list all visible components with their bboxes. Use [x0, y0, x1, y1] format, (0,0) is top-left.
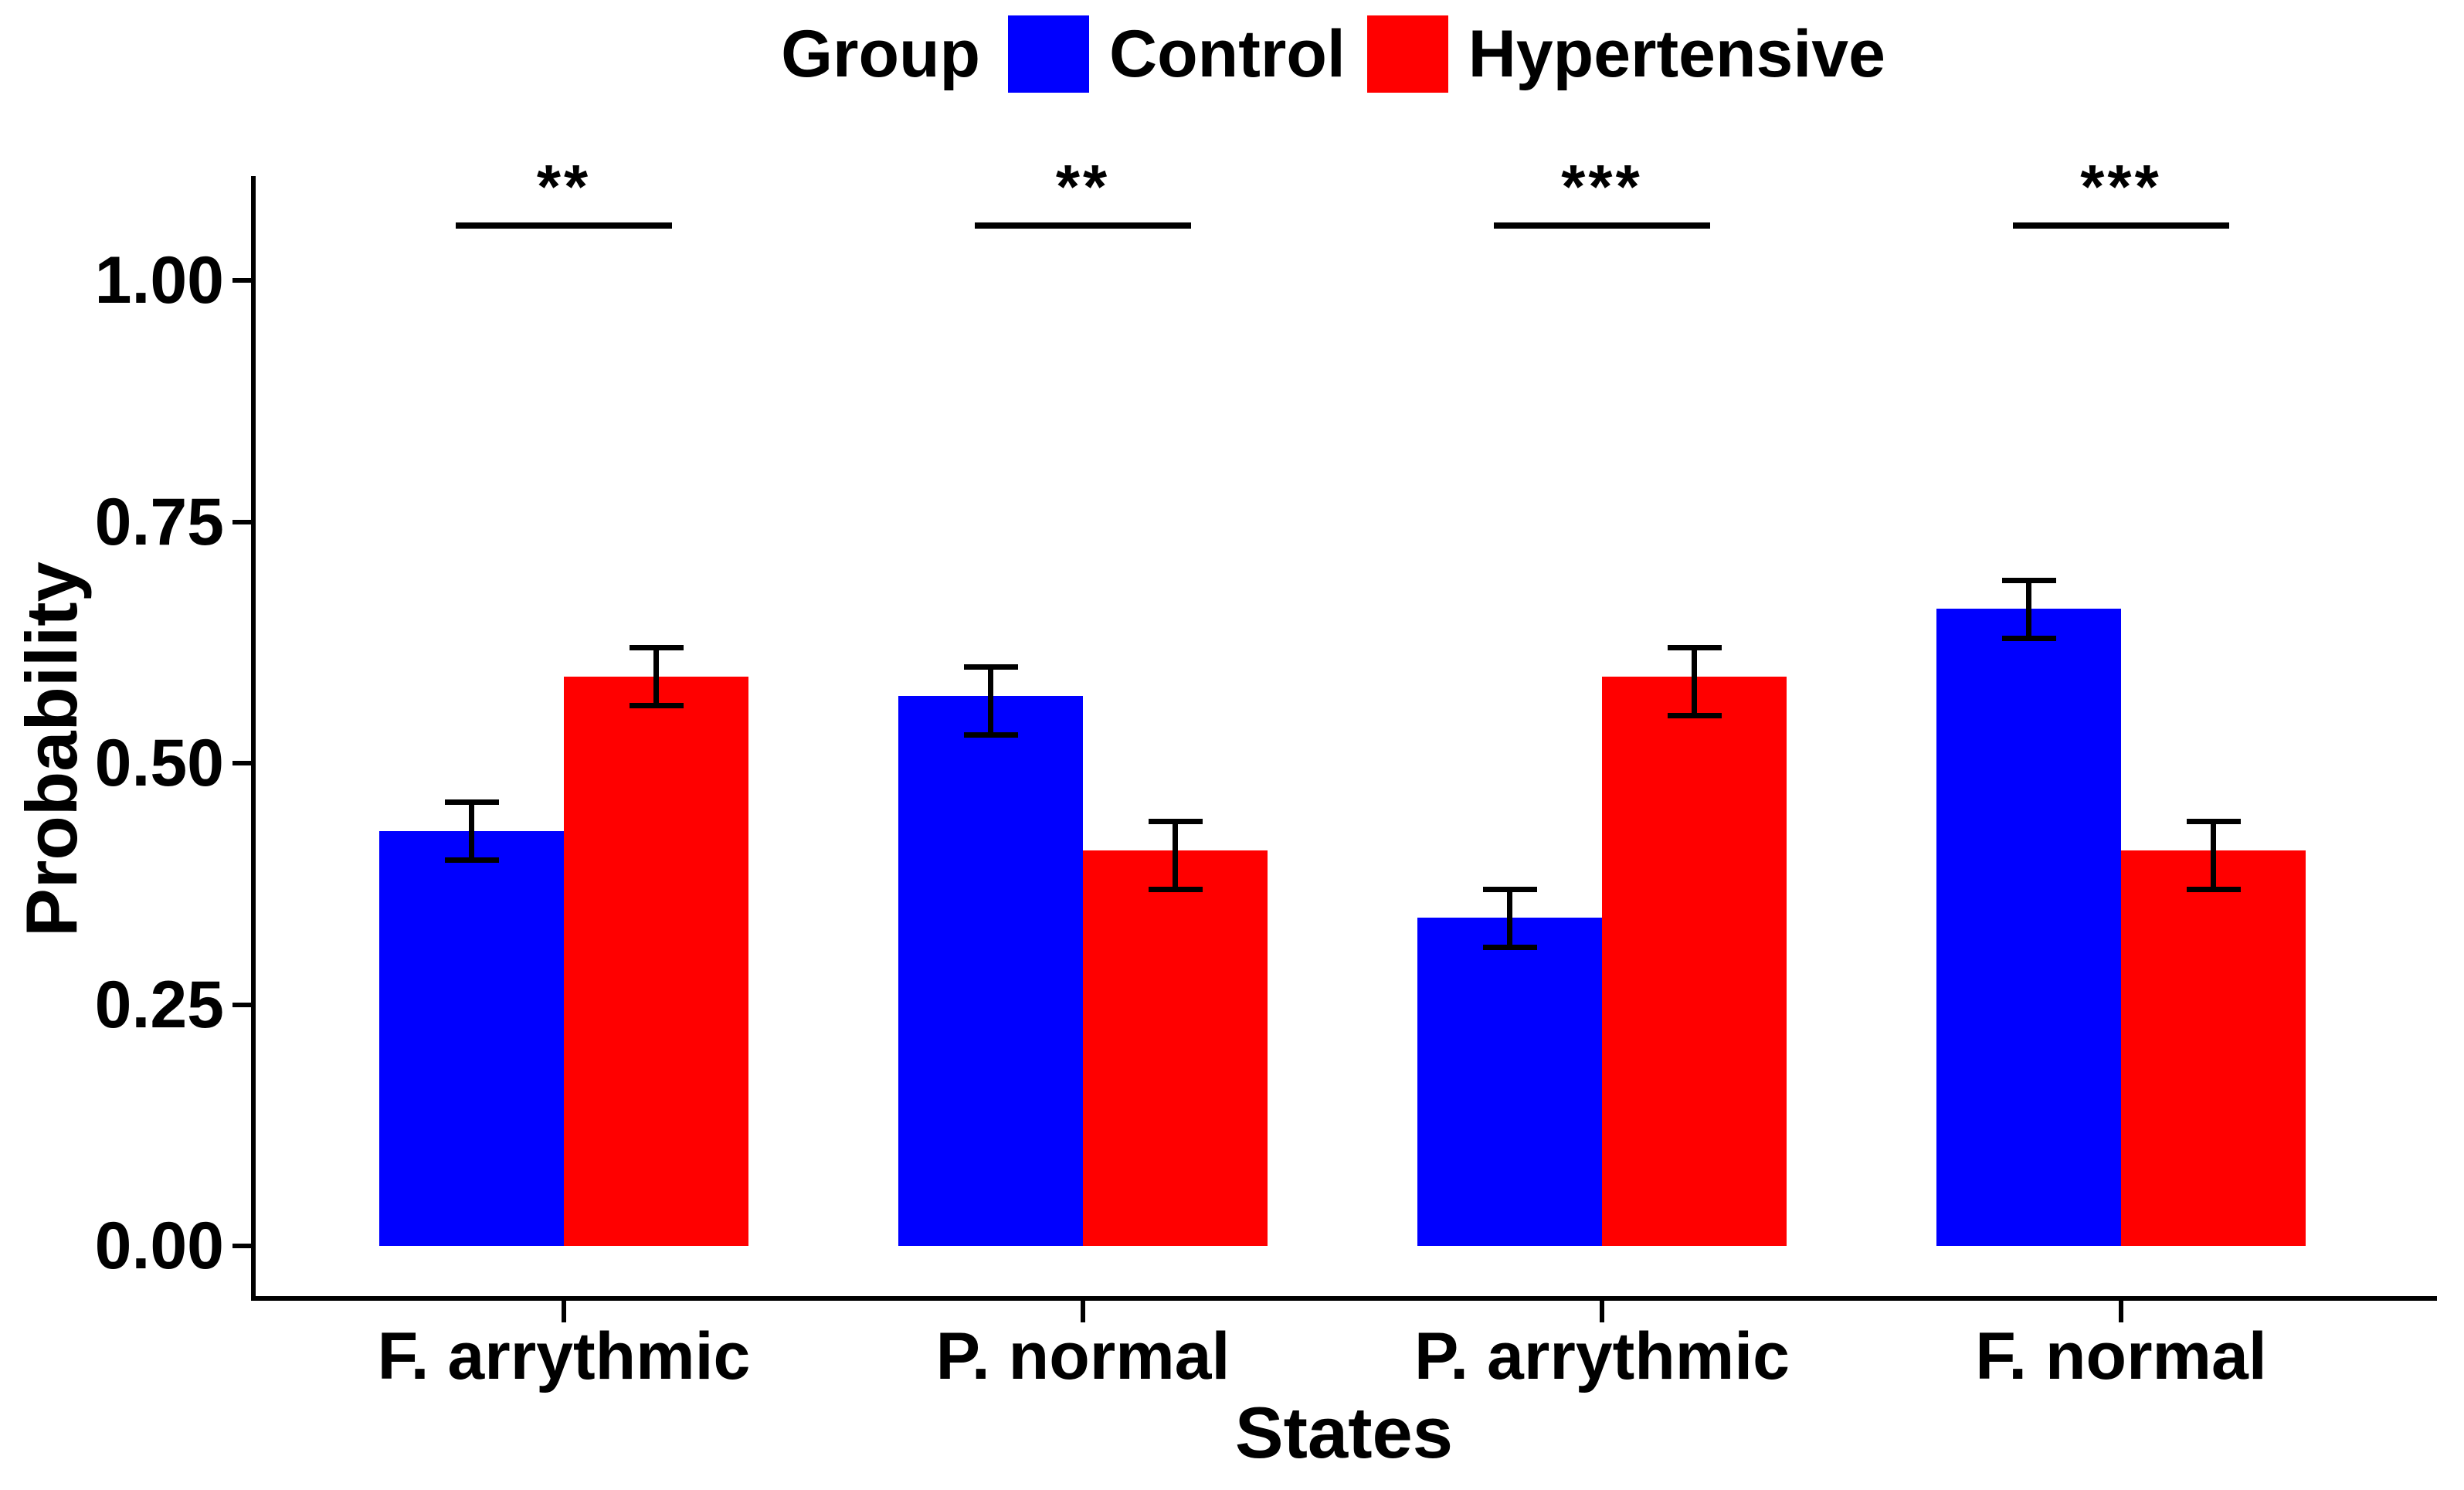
x-tick-mark	[562, 1301, 566, 1322]
x-tick-mark	[2119, 1301, 2123, 1322]
x-tick-mark	[1081, 1301, 1085, 1322]
x-axis-title: States	[1234, 1392, 1454, 1473]
y-tick-mark	[232, 519, 251, 524]
bar-control-2	[898, 695, 1083, 1246]
significance-stars: ***	[2080, 152, 2162, 221]
legend-entry-control: Control	[1008, 15, 1346, 93]
y-tick-label: 0.50	[94, 726, 224, 800]
significance-stars: **	[536, 152, 592, 221]
bar-hypertensive-3	[1602, 676, 1787, 1246]
error-bar-stem	[1692, 647, 1697, 715]
error-bar-cap-top	[444, 799, 499, 805]
x-tick-mark	[1600, 1301, 1604, 1322]
error-bar-stem	[2026, 579, 2031, 638]
legend-label-control: Control	[1109, 16, 1346, 91]
error-bar-cap-bottom	[629, 703, 684, 708]
error-bar-cap-top	[2001, 577, 2056, 583]
y-axis-line	[251, 176, 256, 1301]
error-bar-stem	[653, 647, 659, 705]
error-bar-cap-top	[1148, 819, 1203, 824]
error-bar-cap-bottom	[444, 857, 499, 863]
error-bar-stem	[469, 802, 474, 860]
x-axis-line	[251, 1296, 2437, 1301]
bar-control-4	[1936, 609, 2121, 1246]
x-tick-label: F. normal	[1975, 1319, 2267, 1393]
significance-line	[2013, 222, 2229, 229]
error-bar-cap-bottom	[1482, 944, 1537, 950]
error-bar-cap-top	[2186, 819, 2241, 824]
error-bar-cap-bottom	[2001, 635, 2056, 641]
y-tick-label: 1.00	[94, 243, 224, 317]
legend: Group Control Hypertensive	[251, 11, 2437, 97]
error-bar-cap-bottom	[1148, 886, 1203, 892]
bar-control-1	[379, 830, 564, 1246]
error-bar-stem	[1507, 888, 1512, 947]
y-tick-label: 0.75	[94, 484, 224, 559]
legend-title: Group	[781, 16, 981, 91]
significance-line	[456, 222, 672, 229]
y-tick-label: 0.25	[94, 967, 224, 1042]
bar-hypertensive-1	[564, 676, 748, 1246]
y-tick-mark	[232, 761, 251, 765]
significance-stars: ***	[1561, 152, 1643, 221]
error-bar-cap-bottom	[1667, 712, 1722, 718]
error-bar-cap-bottom	[963, 731, 1018, 738]
legend-label-hypertensive: Hypertensive	[1468, 16, 1885, 91]
error-bar-cap-top	[1482, 886, 1537, 892]
bar-hypertensive-2	[1083, 850, 1268, 1246]
error-bar-cap-top	[963, 664, 1018, 670]
error-bar-stem	[2211, 821, 2216, 889]
y-tick-mark	[232, 278, 251, 283]
y-tick-label: 0.00	[94, 1209, 224, 1283]
significance-stars: **	[1055, 152, 1111, 221]
error-bar-cap-top	[1667, 645, 1722, 650]
x-tick-label: P. arrythmic	[1414, 1319, 1790, 1393]
legend-entry-hypertensive: Hypertensive	[1366, 15, 1885, 93]
y-tick-mark	[232, 1244, 251, 1248]
error-bar-cap-top	[629, 645, 684, 650]
significance-line	[975, 222, 1191, 229]
error-bar-stem	[988, 667, 993, 735]
bar-hypertensive-4	[2121, 850, 2306, 1246]
bar-control-3	[1417, 918, 1602, 1246]
legend-swatch-hypertensive	[1366, 15, 1448, 93]
error-bar-cap-bottom	[2186, 886, 2241, 892]
significance-line	[1494, 222, 1710, 229]
legend-swatch-control	[1008, 15, 1090, 93]
x-tick-label: F. arrythmic	[377, 1319, 751, 1393]
error-bar-stem	[1173, 821, 1178, 889]
x-tick-label: P. normal	[935, 1319, 1230, 1393]
y-tick-mark	[232, 1002, 251, 1007]
